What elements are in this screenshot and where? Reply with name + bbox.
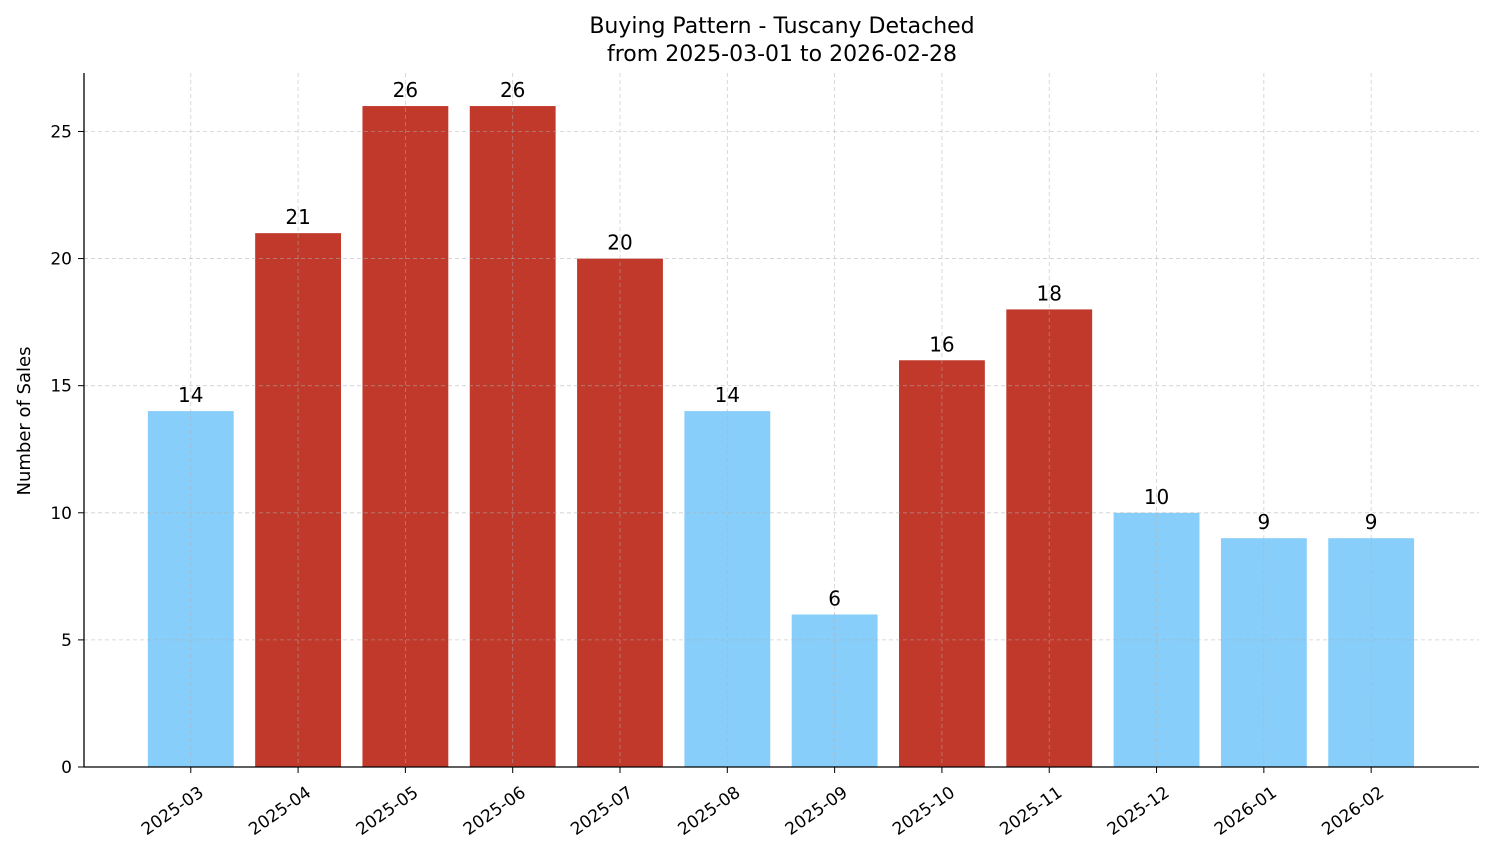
data-label-2025-09: 6 [828,586,841,610]
data-label-2025-04: 21 [285,205,310,229]
data-label-2025-05: 26 [393,78,418,102]
y-tick-label-15: 15 [50,377,72,397]
y-tick-label-5: 5 [61,631,72,651]
x-tick-label-2025-08: 2025-08 [675,783,745,840]
data-label-2025-11: 18 [1037,281,1062,305]
bar-2025-05 [362,106,449,768]
data-labels-group: 14 21 26 26 20 14 6 16 18 10 9 9 [178,78,1377,610]
bars-group [147,106,1415,768]
x-tick-label-2025-07: 2025-07 [567,783,637,840]
x-tick-label-2025-10: 2025-10 [889,783,959,840]
x-tick-label-2026-01: 2026-01 [1211,783,1281,840]
data-label-2025-10: 16 [929,332,954,356]
x-tick-label-2025-11: 2025-11 [996,783,1066,840]
data-label-2026-02: 9 [1365,510,1378,534]
x-tick-label-2026-02: 2026-02 [1318,783,1388,840]
data-label-2025-08: 14 [715,383,740,407]
data-label-2025-03: 14 [178,383,203,407]
x-tick-label-2025-04: 2025-04 [245,783,315,840]
chart-subtitle: from 2025-03-01 to 2026-02-28 [607,42,957,67]
bar-2025-06 [469,106,556,768]
bar-2025-08 [684,411,771,767]
bar-2026-02 [1328,538,1415,767]
x-tick-label-2025-12: 2025-12 [1104,783,1174,840]
data-label-2025-06: 26 [500,78,525,102]
data-label-2025-12: 10 [1144,485,1169,509]
grid-group [84,73,1479,767]
y-axis-label: Number of Sales [14,346,35,495]
y-tick-label-10: 10 [50,504,72,524]
y-tick-label-20: 20 [50,250,72,270]
y-tick-label-25: 25 [50,122,72,142]
data-label-2026-01: 9 [1257,510,1270,534]
x-tick-label-2025-06: 2025-06 [460,783,530,840]
chart-title: Buying Pattern - Tuscany Detached [589,14,974,39]
bar-2025-03 [147,411,234,767]
y-tick-label-0: 0 [61,758,72,778]
x-tick-label-2025-09: 2025-09 [782,783,852,840]
x-tick-label-2025-05: 2025-05 [353,783,423,840]
data-label-2025-07: 20 [607,231,632,255]
x-tick-label-2025-03: 2025-03 [138,783,208,840]
bar-2026-01 [1220,538,1307,767]
